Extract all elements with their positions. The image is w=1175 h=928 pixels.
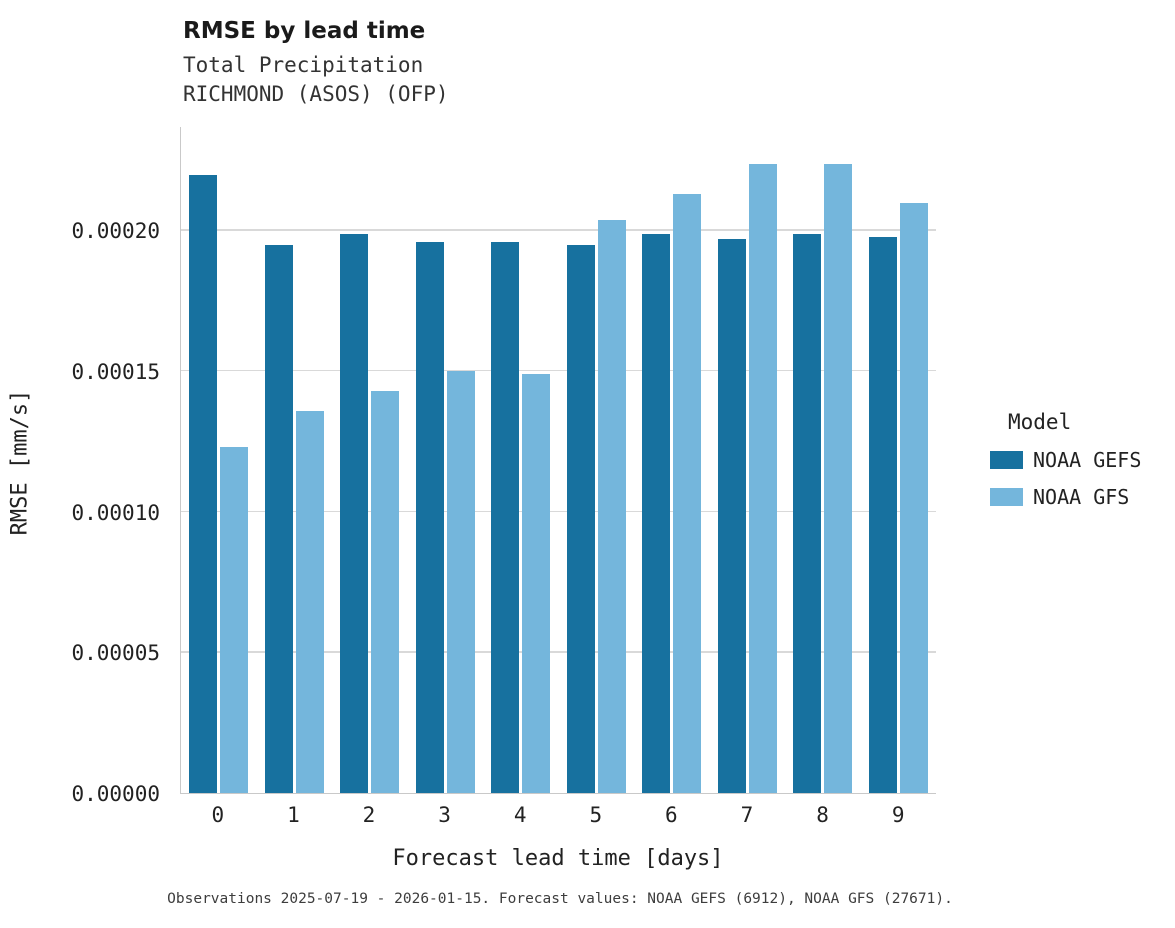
y-tick-label: 0.00010 xyxy=(71,500,160,525)
x-tick-label: 0 xyxy=(211,803,225,827)
bar-noaa-gefs xyxy=(340,233,369,793)
y-tick-label: 0.00015 xyxy=(71,359,160,384)
bar-noaa-gfs xyxy=(446,371,475,793)
legend-label: NOAA GFS xyxy=(1033,485,1130,509)
bar-noaa-gfs xyxy=(371,391,400,793)
bar-group xyxy=(710,127,786,793)
bar-noaa-gefs xyxy=(264,245,293,793)
plot-area xyxy=(180,127,936,794)
x-axis-label: Forecast lead time [days] xyxy=(392,846,724,871)
bar-noaa-gefs xyxy=(793,233,822,793)
legend-entries: NOAA GEFS NOAA GFS xyxy=(990,448,1170,509)
bar-noaa-gfs xyxy=(748,163,777,793)
x-tick-label: 5 xyxy=(589,803,603,827)
bar-noaa-gefs xyxy=(868,236,897,793)
bar-group xyxy=(559,127,635,793)
bar-group xyxy=(861,127,937,793)
y-tick-label: 0.00000 xyxy=(71,782,160,806)
bar-noaa-gfs xyxy=(220,447,249,793)
legend-title: Model xyxy=(1008,410,1072,434)
bar-noaa-gfs xyxy=(673,194,702,793)
x-tick-label: 7 xyxy=(740,803,754,827)
bar-noaa-gfs xyxy=(295,410,324,793)
bar-noaa-gefs xyxy=(189,174,218,793)
x-tick-label: 2 xyxy=(362,803,376,827)
x-tick-label: 8 xyxy=(816,803,829,827)
chart-title: RMSE by lead time xyxy=(183,18,426,44)
bar-noaa-gefs xyxy=(717,239,746,793)
bar-noaa-gefs xyxy=(491,242,520,793)
bar-noaa-gefs xyxy=(566,245,595,793)
x-tick-label: 9 xyxy=(891,803,905,827)
bar-group xyxy=(181,127,257,793)
x-tick-label: 4 xyxy=(513,803,527,827)
legend-label: NOAA GEFS xyxy=(1033,448,1142,472)
bars-layer xyxy=(181,127,936,793)
x-tick-label: 6 xyxy=(665,803,678,827)
gridline xyxy=(181,369,936,372)
bar-noaa-gfs xyxy=(824,163,853,793)
bar-noaa-gfs xyxy=(899,202,928,793)
gridline xyxy=(181,229,936,231)
gridline xyxy=(181,510,936,512)
gridlines xyxy=(181,127,936,793)
x-tick-labels: 0 1 2 3 4 5 6 7 8 9 xyxy=(180,803,936,827)
caption: Observations 2025-07-19 - 2026-01-15. Fo… xyxy=(167,891,953,907)
bar-noaa-gefs xyxy=(415,242,444,793)
bar-noaa-gefs xyxy=(642,233,671,793)
bar-group xyxy=(483,127,559,793)
x-tick-label: 1 xyxy=(287,803,300,827)
y-tick-label: 0.00020 xyxy=(71,219,160,244)
y-tick-label: 0.00005 xyxy=(71,641,160,666)
legend-entry: NOAA GFS xyxy=(990,485,1170,509)
legend-swatch xyxy=(990,451,1023,469)
bar-group xyxy=(634,127,710,793)
legend-swatch xyxy=(990,488,1023,506)
legend: Model NOAA GEFS NOAA GFS xyxy=(990,410,1170,522)
legend-entry: NOAA GEFS xyxy=(990,448,1170,472)
bar-noaa-gfs xyxy=(597,219,626,793)
bar-group xyxy=(257,127,333,793)
chart-subtitle-station: RICHMOND (ASOS) (OFP) xyxy=(183,82,449,106)
bar-group xyxy=(408,127,484,793)
gridline xyxy=(181,651,936,653)
bar-noaa-gfs xyxy=(522,374,551,793)
y-tick-labels: 0.00000 0.00005 0.00010 0.00015 0.00020 xyxy=(0,127,170,806)
x-tick-label: 3 xyxy=(438,803,451,827)
chart-subtitle-variable: Total Precipitation xyxy=(183,53,424,77)
bar-group xyxy=(332,127,408,793)
bar-group xyxy=(785,127,861,793)
